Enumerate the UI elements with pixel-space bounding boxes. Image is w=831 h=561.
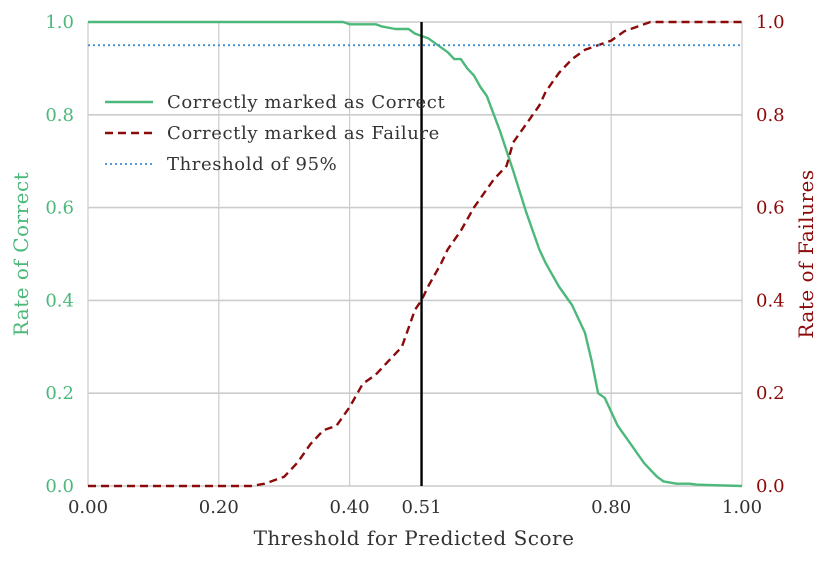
right-y-axis-ticks: 0.0 0.2 0.4 0.6 0.8 1.0 (756, 12, 785, 497)
left-y-tick-label: 0.8 (45, 105, 74, 126)
legend-label: Threshold of 95% (167, 154, 337, 175)
right-y-axis-label: Rate of Failures (794, 169, 818, 338)
right-y-tick-label: 0.0 (756, 476, 785, 497)
plot-series (88, 20, 743, 488)
left-y-axis-label: Rate of Correct (9, 172, 33, 337)
x-tick-label: 1.00 (722, 497, 762, 518)
series-line-correctly-marked-as-correct (88, 20, 743, 488)
left-y-tick-label: 0.6 (45, 198, 74, 219)
legend-label: Correctly marked as Correct (167, 92, 445, 113)
right-y-tick-label: 0.6 (756, 198, 785, 219)
left-y-tick-label: 0.2 (45, 383, 74, 404)
left-y-axis-ticks: 0.0 0.2 0.4 0.6 0.8 1.0 (45, 12, 74, 497)
x-tick-label: 0.51 (402, 497, 442, 518)
x-tick-label: 0.20 (199, 497, 239, 518)
x-tick-label: 0.80 (591, 497, 631, 518)
right-y-tick-label: 0.8 (756, 105, 785, 126)
right-y-tick-label: 0.2 (756, 383, 785, 404)
left-y-tick-label: 0.4 (45, 290, 74, 311)
right-y-tick-label: 1.0 (756, 12, 785, 33)
x-axis-ticks: 0.00 0.20 0.40 0.51 0.80 1.00 (68, 497, 762, 518)
x-tick-label: 0.40 (330, 497, 370, 518)
legend-label: Correctly marked as Failure (167, 123, 440, 144)
x-axis-label: Threshold for Predicted Score (254, 526, 575, 550)
x-tick-label: 0.00 (68, 497, 108, 518)
right-y-tick-label: 0.4 (756, 290, 785, 311)
legend: Correctly marked as Correct Correctly mar… (105, 92, 445, 175)
left-y-tick-label: 0.0 (45, 476, 74, 497)
left-y-tick-label: 1.0 (45, 12, 74, 33)
